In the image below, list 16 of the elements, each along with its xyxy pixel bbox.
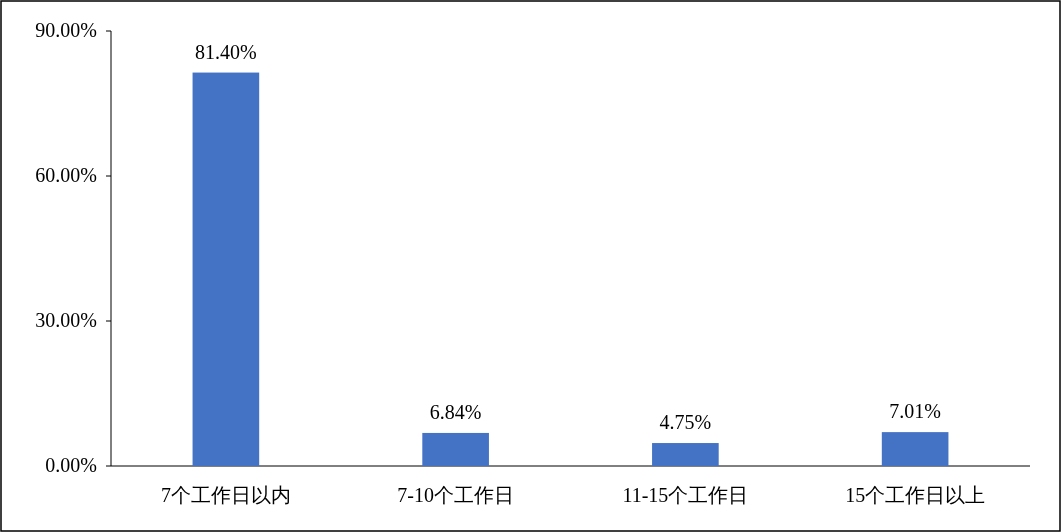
- y-tick-label: 90.00%: [35, 19, 97, 41]
- data-label: 4.75%: [659, 411, 712, 434]
- data-label: 81.40%: [195, 40, 257, 63]
- x-tick-label: 7-10个工作日: [397, 484, 514, 506]
- y-tick-label: 30.00%: [35, 309, 97, 331]
- bar: [652, 443, 719, 466]
- bar: [192, 72, 260, 466]
- y-tick-label: 60.00%: [35, 164, 97, 186]
- x-tick-label: 11-15个工作日: [622, 484, 749, 506]
- data-label: 7.01%: [889, 400, 941, 423]
- data-label: 6.84%: [429, 400, 482, 423]
- y-tick-label: 0.00%: [45, 454, 97, 476]
- x-tick-label: 7个工作日以内: [160, 484, 291, 506]
- x-tick-label: 15个工作日以上: [845, 484, 986, 506]
- bar: [881, 432, 949, 466]
- bar: [422, 432, 489, 466]
